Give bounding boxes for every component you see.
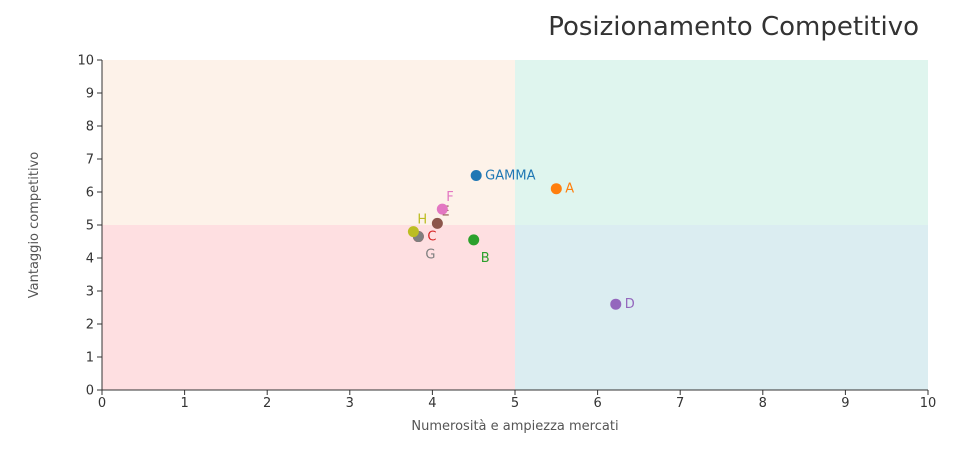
point-b <box>468 234 480 246</box>
data-points: GAMMAABCDEFGH <box>407 169 635 312</box>
y-tick-label: 7 <box>86 153 94 168</box>
y-tick-label: 1 <box>86 351 94 366</box>
x-tick-label: 3 <box>346 396 354 411</box>
point-h <box>407 226 419 238</box>
point-label-h: H <box>417 213 427 228</box>
point-a <box>550 183 562 195</box>
point-label-c: C <box>427 230 436 245</box>
x-tick-label: 4 <box>428 396 436 411</box>
quadrant-4 <box>515 225 928 390</box>
y-tick-label: 0 <box>86 384 94 399</box>
x-tick-label: 6 <box>593 396 601 411</box>
x-tick-label: 5 <box>511 396 519 411</box>
point-label-d: D <box>625 297 635 312</box>
x-tick-label: 2 <box>263 396 271 411</box>
point-label-b: B <box>481 251 490 266</box>
y-tick-label: 3 <box>86 285 94 300</box>
y-tick-label: 10 <box>77 54 94 69</box>
y-tick-label: 2 <box>86 318 94 333</box>
ticks: 0 1 2 3 4 5 6 7 8 9 10 0 1 2 3 4 5 6 7 8 9 10 <box>77 54 936 412</box>
quadrant-3 <box>102 225 515 390</box>
y-tick-label: 5 <box>86 219 94 234</box>
point-gamma <box>470 170 482 181</box>
x-axis-title: Numerosità e ampiezza mercati <box>411 419 618 434</box>
point-f <box>436 203 448 215</box>
x-tick-label: 0 <box>98 396 106 411</box>
chart-title: Posizionamento Competitivo <box>548 12 919 42</box>
y-tick-label: 8 <box>86 120 94 135</box>
y-tick-label: 6 <box>86 186 94 201</box>
point-d <box>610 298 622 310</box>
quadrant-backgrounds <box>102 60 928 390</box>
quadrant-1 <box>102 60 515 225</box>
x-tick-label: 8 <box>759 396 767 411</box>
x-tick-label: 1 <box>180 396 188 411</box>
point-e <box>431 217 443 229</box>
point-label-f: F <box>446 190 453 205</box>
y-tick-label: 9 <box>86 87 94 102</box>
quadrant-2 <box>515 60 928 225</box>
x-tick-label: 9 <box>841 396 849 411</box>
y-axis-title: Vantaggio competitivo <box>27 152 42 298</box>
point-label-gamma: GAMMA <box>485 169 535 184</box>
point-label-g: G <box>425 248 435 263</box>
y-tick-label: 4 <box>86 252 94 267</box>
x-tick-label: 7 <box>676 396 684 411</box>
point-label-a: A <box>565 182 574 197</box>
x-tick-label: 10 <box>920 396 937 411</box>
